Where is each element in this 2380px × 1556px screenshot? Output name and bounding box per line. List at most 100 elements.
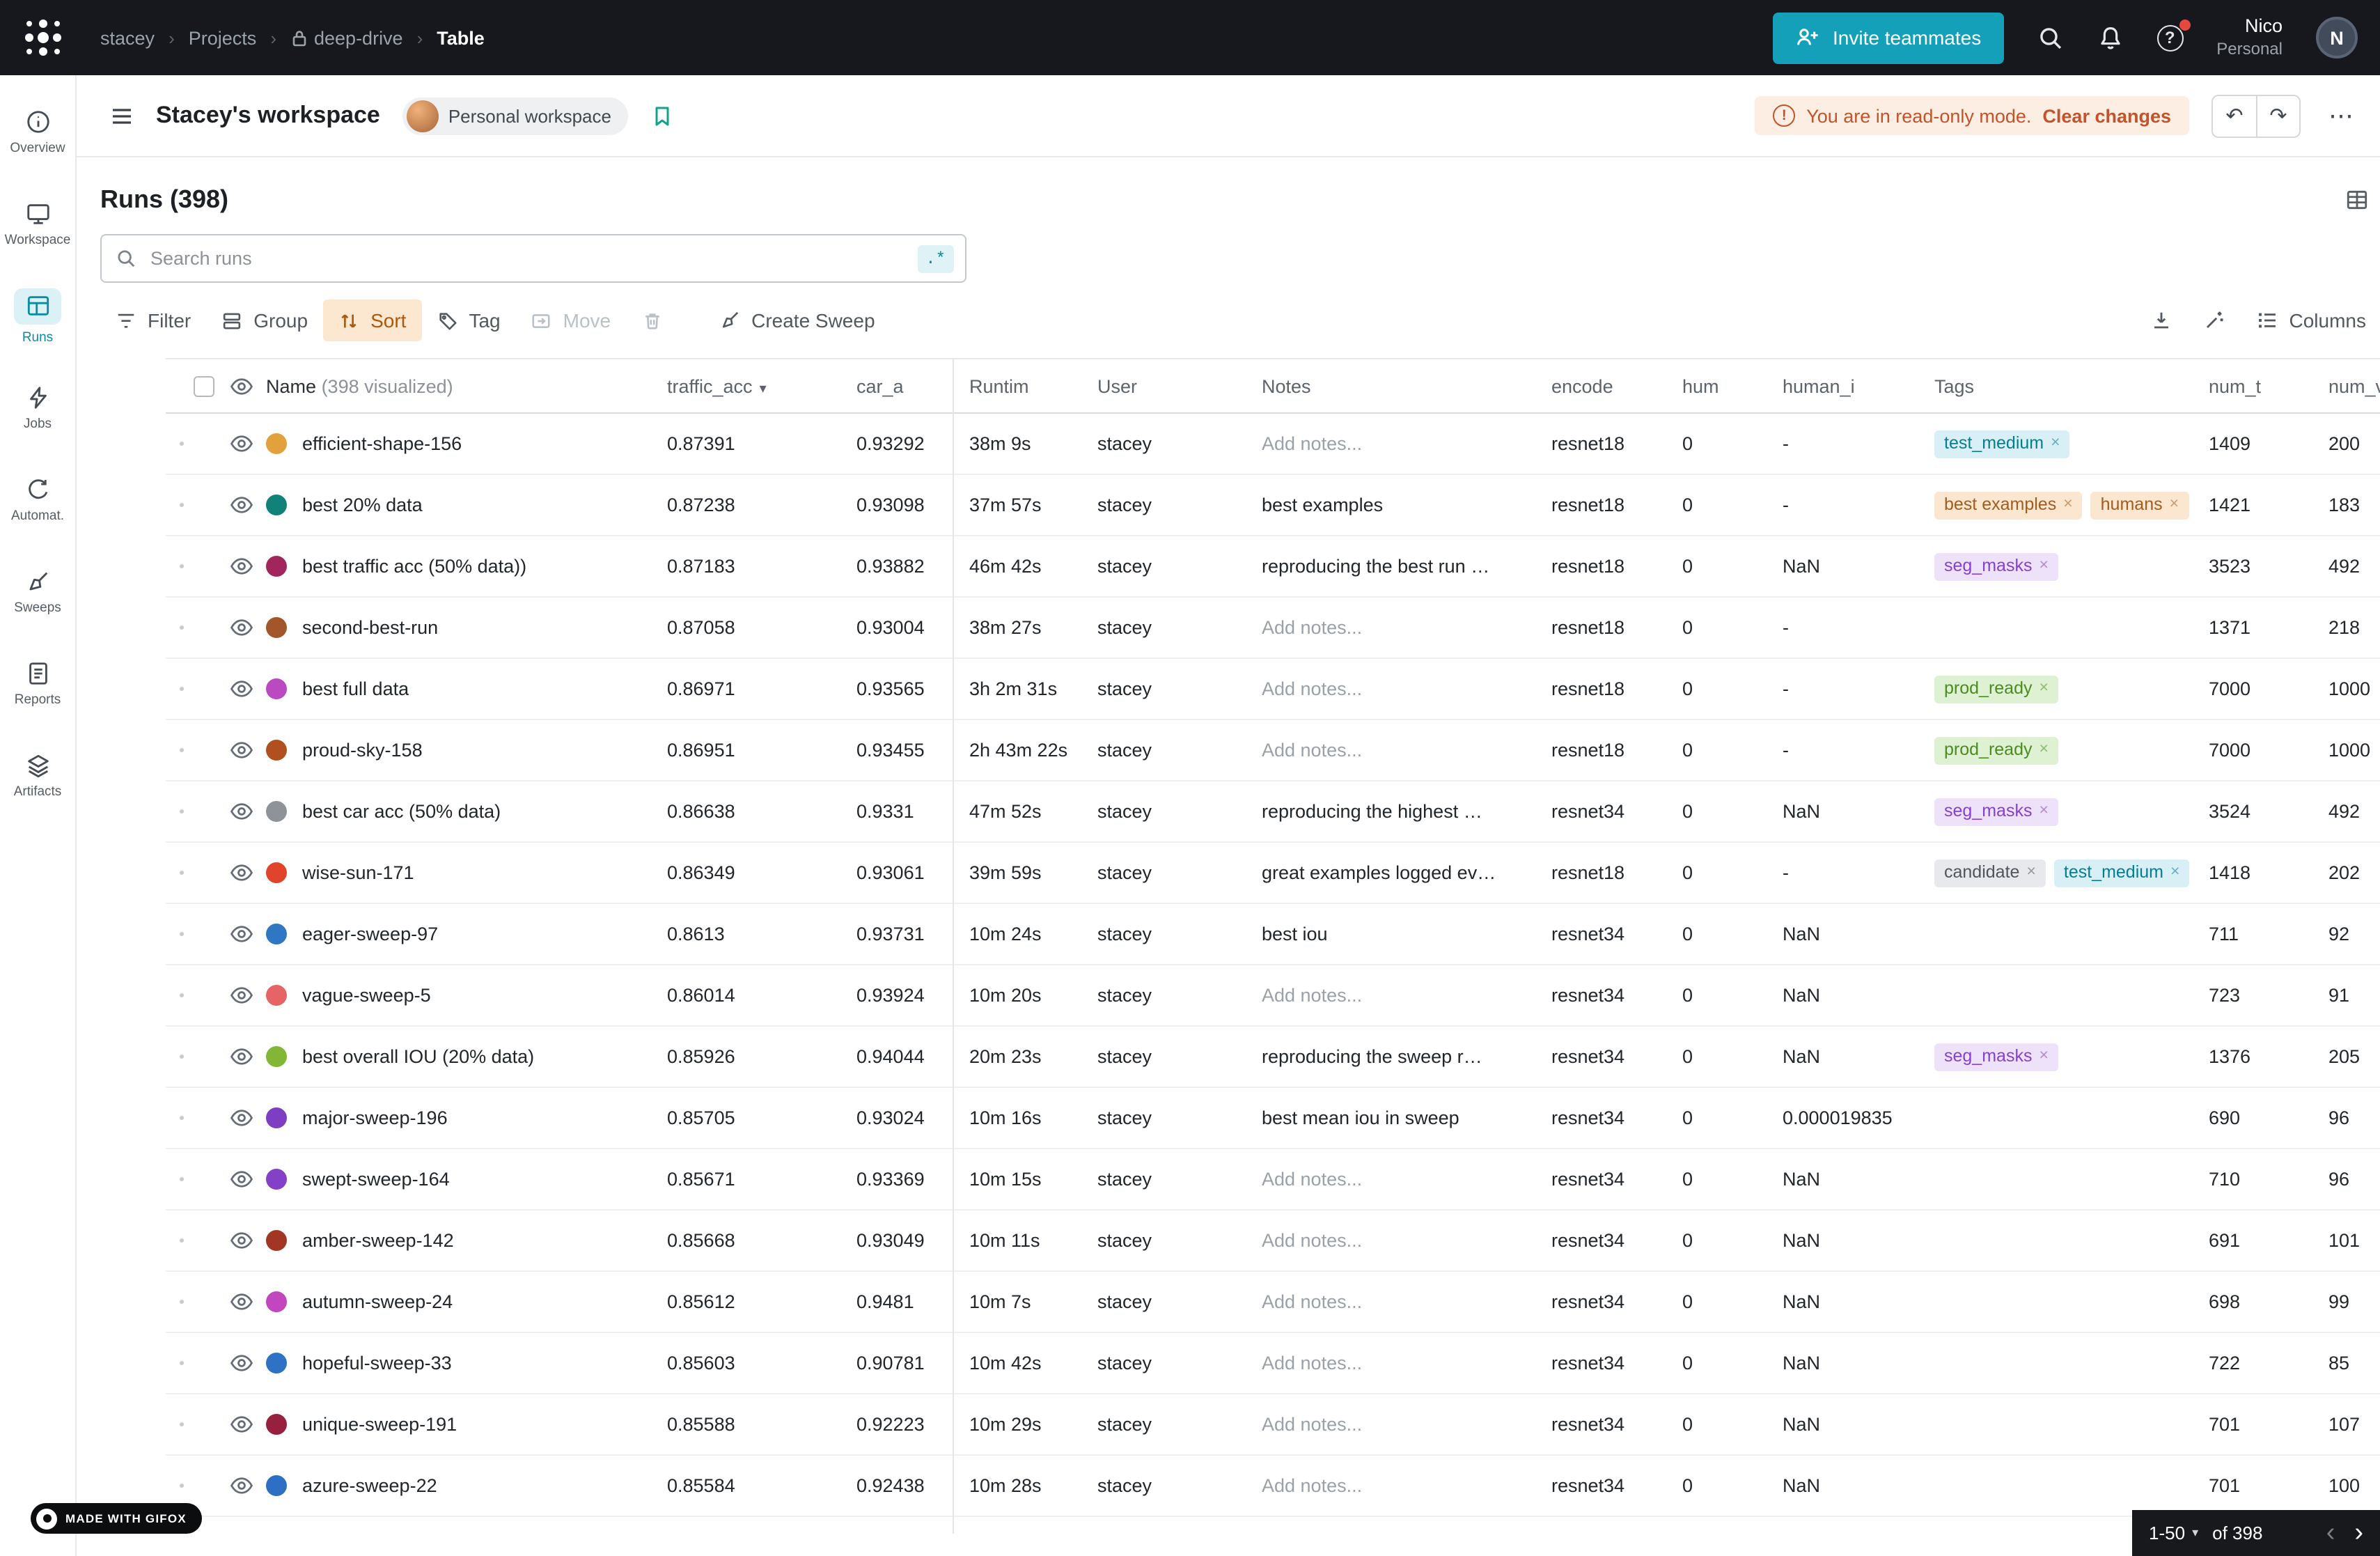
columns-button[interactable]: Columns bbox=[2256, 309, 2366, 332]
notes-cell[interactable]: reproducing the best run … bbox=[1262, 556, 1490, 577]
run-name-link[interactable]: major-sweep-196 bbox=[302, 1107, 448, 1128]
tag-button[interactable]: Tag bbox=[421, 299, 515, 341]
notes-cell[interactable]: Add notes... bbox=[1262, 1414, 1363, 1435]
run-name-link[interactable]: azure-sweep-22 bbox=[302, 1475, 437, 1496]
visibility-eye-icon[interactable] bbox=[230, 922, 266, 946]
table-row[interactable]: unique-sweep-191 0.85588 0.92223 10m 29s… bbox=[166, 1394, 2380, 1456]
table-row[interactable]: best car acc (50% data) 0.86638 0.9331 4… bbox=[166, 781, 2380, 843]
previous-page-icon[interactable]: ‹ bbox=[2326, 1518, 2335, 1548]
table-row[interactable]: proud-sky-158 0.86951 0.93455 2h 43m 22s… bbox=[166, 720, 2380, 781]
export-download-icon[interactable] bbox=[2150, 309, 2172, 332]
table-row[interactable]: swept-sweep-164 0.85671 0.93369 10m 15s … bbox=[166, 1149, 2380, 1211]
breadcrumb-projects[interactable]: Projects bbox=[188, 27, 257, 48]
bookmark-icon[interactable] bbox=[650, 104, 674, 127]
sidebar-item-jobs[interactable]: Jobs bbox=[0, 362, 75, 454]
visibility-eye-icon[interactable] bbox=[230, 1474, 266, 1497]
tag-chip[interactable]: seg_masks × bbox=[1934, 1043, 2058, 1071]
table-row[interactable]: best traffic acc (50% data)) 0.87183 0.9… bbox=[166, 536, 2380, 598]
more-options-icon[interactable]: ⋯ bbox=[2328, 101, 2355, 129]
notes-cell[interactable]: Add notes... bbox=[1262, 1230, 1363, 1251]
redo-icon[interactable]: ↷ bbox=[2256, 95, 2299, 136]
col-header-traffic-acc[interactable]: traffic_acc ▾ bbox=[667, 375, 767, 396]
select-all-checkbox[interactable] bbox=[194, 375, 214, 396]
table-row[interactable]: azure-sweep-22 0.85584 0.92438 10m 28s s… bbox=[166, 1456, 2380, 1517]
notes-cell[interactable]: Add notes... bbox=[1262, 1291, 1363, 1312]
row-drag-handle[interactable] bbox=[166, 1300, 194, 1304]
visibility-eye-icon[interactable] bbox=[230, 800, 266, 823]
run-name-link[interactable]: efficient-shape-156 bbox=[302, 433, 462, 454]
tag-remove-icon[interactable]: × bbox=[2051, 434, 2060, 451]
col-header-encoder[interactable]: encode bbox=[1551, 375, 1613, 396]
undo-icon[interactable]: ↶ bbox=[2225, 104, 2244, 128]
tag-remove-icon[interactable]: × bbox=[2039, 557, 2049, 574]
row-drag-handle[interactable] bbox=[166, 1484, 194, 1488]
notes-cell[interactable]: Add notes... bbox=[1262, 678, 1363, 699]
col-header-num-t[interactable]: num_t bbox=[2209, 375, 2262, 396]
table-row[interactable]: amber-sweep-142 0.85668 0.93049 10m 11s … bbox=[166, 1211, 2380, 1272]
notes-cell[interactable]: Add notes... bbox=[1262, 1353, 1363, 1374]
breadcrumb-user[interactable]: stacey bbox=[100, 27, 155, 48]
row-drag-handle[interactable] bbox=[166, 1055, 194, 1059]
run-name-link[interactable]: autumn-sweep-24 bbox=[302, 1291, 453, 1312]
tag-remove-icon[interactable]: × bbox=[2039, 740, 2049, 758]
notes-cell[interactable]: Add notes... bbox=[1262, 1169, 1363, 1190]
run-name-link[interactable]: proud-sky-158 bbox=[302, 740, 423, 761]
table-row[interactable]: best full data 0.86971 0.93565 3h 2m 31s… bbox=[166, 659, 2380, 720]
notes-cell[interactable]: reproducing the sweep r… bbox=[1262, 1046, 1482, 1067]
run-name-link[interactable]: second-best-run bbox=[302, 617, 439, 638]
table-row[interactable]: best overall IOU (20% data) 0.85926 0.94… bbox=[166, 1027, 2380, 1088]
notes-cell[interactable]: best examples bbox=[1262, 495, 1384, 515]
row-drag-handle[interactable] bbox=[166, 993, 194, 997]
visibility-eye-icon[interactable] bbox=[230, 1045, 266, 1068]
group-button[interactable]: Group bbox=[206, 299, 323, 341]
filter-button[interactable]: Filter bbox=[100, 299, 206, 341]
col-header-car-a[interactable]: car_a bbox=[856, 375, 904, 396]
sidebar-item-overview[interactable]: Overview bbox=[0, 86, 75, 178]
avatar[interactable]: N bbox=[2316, 17, 2358, 59]
visibility-eye-icon[interactable] bbox=[230, 1351, 266, 1375]
table-row[interactable]: wise-sun-171 0.86349 0.93061 39m 59s sta… bbox=[166, 843, 2380, 904]
magic-wand-icon[interactable] bbox=[2203, 309, 2225, 332]
row-drag-handle[interactable] bbox=[166, 625, 194, 630]
visibility-eye-icon[interactable] bbox=[230, 677, 266, 701]
visibility-eye-icon[interactable] bbox=[230, 554, 266, 578]
notes-cell[interactable]: reproducing the highest … bbox=[1262, 801, 1482, 822]
row-drag-handle[interactable] bbox=[166, 1361, 194, 1365]
visibility-eye-icon[interactable] bbox=[230, 1290, 266, 1314]
visibility-eye-icon[interactable] bbox=[230, 738, 266, 762]
sidebar-item-sweeps[interactable]: Sweeps bbox=[0, 546, 75, 638]
table-row[interactable] bbox=[166, 1517, 2380, 1534]
tag-chip[interactable]: prod_ready × bbox=[1934, 736, 2058, 764]
col-header-runtime[interactable]: Runtim bbox=[969, 375, 1029, 396]
tag-chip[interactable]: best examples × bbox=[1934, 491, 2083, 519]
delete-button[interactable] bbox=[626, 300, 678, 341]
sidebar-item-automat[interactable]: Automat. bbox=[0, 454, 75, 546]
tag-chip[interactable]: humans × bbox=[2090, 491, 2189, 519]
tag-remove-icon[interactable]: × bbox=[2039, 1047, 2049, 1064]
hamburger-menu-icon[interactable] bbox=[110, 104, 134, 127]
tag-remove-icon[interactable]: × bbox=[2169, 495, 2179, 513]
visibility-eye-icon[interactable] bbox=[230, 1229, 266, 1252]
sort-button[interactable]: Sort bbox=[323, 299, 422, 341]
tag-remove-icon[interactable]: × bbox=[2026, 863, 2036, 880]
row-drag-handle[interactable] bbox=[166, 1116, 194, 1120]
run-name-link[interactable]: swept-sweep-164 bbox=[302, 1169, 450, 1190]
table-row[interactable]: vague-sweep-5 0.86014 0.93924 10m 20s st… bbox=[166, 965, 2380, 1027]
toggle-all-visibility-eye-icon[interactable] bbox=[230, 374, 266, 398]
visibility-eye-icon[interactable] bbox=[230, 983, 266, 1007]
row-drag-handle[interactable] bbox=[166, 503, 194, 507]
notes-cell[interactable]: Add notes... bbox=[1262, 1475, 1363, 1496]
breadcrumb-project[interactable]: deep-drive bbox=[290, 27, 403, 48]
tag-chip[interactable]: test_medium × bbox=[1934, 430, 2070, 458]
notes-cell[interactable]: Add notes... bbox=[1262, 617, 1363, 638]
gifox-badge[interactable]: MADE WITH GIFOX bbox=[31, 1503, 202, 1534]
table-view-icon[interactable] bbox=[2345, 188, 2369, 212]
tag-chip[interactable]: test_medium × bbox=[2053, 859, 2190, 887]
notes-cell[interactable]: best iou bbox=[1262, 924, 1328, 944]
sidebar-item-runs[interactable]: Runs bbox=[0, 270, 75, 362]
next-page-icon[interactable]: › bbox=[2354, 1518, 2363, 1548]
search-icon[interactable] bbox=[2037, 24, 2063, 51]
invite-teammates-button[interactable]: Invite teammates bbox=[1773, 12, 2004, 63]
row-drag-handle[interactable] bbox=[166, 748, 194, 752]
row-drag-handle[interactable] bbox=[166, 932, 194, 936]
